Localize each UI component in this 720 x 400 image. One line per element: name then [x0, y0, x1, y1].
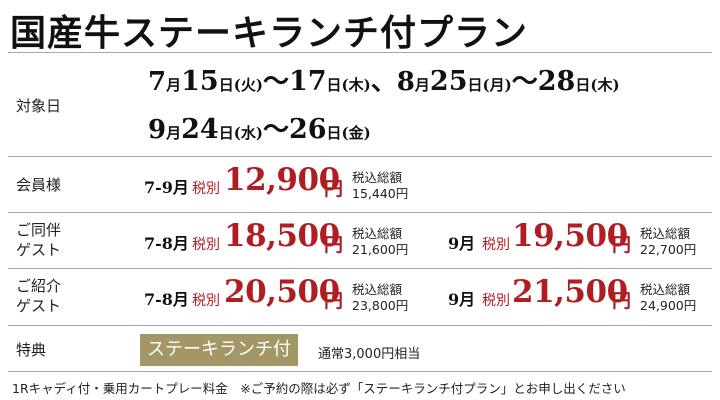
price-amount: 21,500: [512, 274, 628, 310]
price-referral-b: 9月 税別 21,500 円 税込総額 24,900円: [448, 272, 714, 320]
comma: 、: [370, 67, 397, 97]
row-label-dates: 対象日: [16, 97, 62, 115]
price-period: 9月: [448, 290, 476, 309]
date-month: 7: [148, 67, 167, 97]
day-char: 日: [326, 76, 342, 94]
divider: [8, 52, 712, 53]
dates-line-2: 9月24日(水)～26日(金): [148, 114, 371, 145]
tilde: ～: [262, 115, 289, 145]
price-referral-a: 7-8月 税別 20,500 円 税込総額 23,800円: [142, 272, 442, 320]
tax-included-amount: 15,440円: [352, 186, 409, 201]
weekday: 月: [489, 76, 505, 94]
divider: [8, 325, 712, 326]
pre-tax-label: 税別: [192, 181, 220, 197]
tilde: ～: [262, 67, 289, 97]
pre-tax-label: 税別: [482, 293, 510, 309]
special-note: 通常3,000円相当: [318, 347, 421, 362]
day-char: 日: [326, 124, 342, 142]
row-label-referral-2: ゲスト: [16, 297, 62, 315]
divider: [8, 268, 712, 269]
tax-included-amount: 23,800円: [352, 298, 409, 313]
date-month: 9: [148, 115, 167, 145]
yen-char: 円: [324, 290, 344, 312]
date-day: 24: [181, 114, 219, 145]
weekday: 火: [240, 76, 256, 94]
month-char: 月: [166, 76, 182, 94]
tax-included-label: 税込総額: [352, 226, 403, 241]
price-amount: 19,500: [512, 218, 628, 254]
tax-included-label: 税込総額: [640, 226, 691, 241]
pre-tax-label: 税別: [482, 237, 510, 253]
day-char: 日: [467, 76, 483, 94]
divider: [8, 156, 712, 157]
tax-included-amount: 22,700円: [640, 242, 697, 257]
price-period: 7-9月: [144, 178, 189, 197]
price-member: 7-9月 税別 12,900 円 税込総額 15,440円: [142, 160, 442, 208]
row-label-referral-1: ご紹介: [16, 277, 62, 295]
tax-included-label: 税込総額: [352, 282, 403, 297]
date-day: 26: [288, 114, 327, 145]
yen-char: 円: [612, 290, 632, 312]
weekday: 木: [597, 76, 613, 94]
month-char: 月: [166, 124, 182, 142]
month-char: 月: [414, 76, 430, 94]
price-companion-a: 7-8月 税別 18,500 円 税込総額 21,600円: [142, 216, 442, 264]
price-amount: 18,500: [224, 218, 340, 254]
tilde: ～: [511, 67, 538, 97]
day-char: 日: [218, 124, 234, 142]
date-day: 15: [181, 66, 219, 97]
price-amount: 12,900: [224, 162, 340, 198]
day-char: 日: [218, 76, 234, 94]
pre-tax-label: 税別: [192, 293, 220, 309]
yen-char: 円: [612, 234, 632, 256]
yen-char: 円: [324, 234, 344, 256]
weekday: 木: [348, 76, 364, 94]
tax-included-label: 税込総額: [352, 170, 403, 185]
tax-included-amount: 21,600円: [352, 242, 409, 257]
special-badge: ステーキランチ付: [140, 334, 298, 366]
date-month: 8: [396, 67, 415, 97]
tax-included-amount: 24,900円: [640, 298, 697, 313]
weekday: 水: [240, 124, 256, 142]
row-label-special: 特典: [16, 341, 47, 359]
page-title: 国産牛ステーキランチ付プラン: [10, 12, 529, 54]
price-amount: 20,500: [224, 274, 340, 310]
divider: [8, 212, 712, 213]
pre-tax-label: 税別: [192, 237, 220, 253]
row-label-member: 会員様: [16, 176, 62, 194]
yen-char: 円: [324, 178, 344, 200]
weekday: 金: [348, 124, 364, 142]
divider: [8, 371, 712, 372]
price-period: 9月: [448, 234, 476, 253]
price-period: 7-8月: [144, 290, 189, 309]
date-day: 25: [429, 66, 468, 97]
row-label-companion-1: ご同伴: [16, 221, 62, 239]
price-period: 7-8月: [144, 234, 189, 253]
date-day: 17: [288, 66, 327, 97]
tax-included-label: 税込総額: [640, 282, 691, 297]
dates-line-1: 7月15日(火)～17日(木)、8月25日(月)～28日(木): [148, 66, 620, 97]
day-char: 日: [575, 76, 591, 94]
price-companion-b: 9月 税別 19,500 円 税込総額 22,700円: [448, 216, 714, 264]
date-day: 28: [537, 66, 576, 97]
row-label-companion-2: ゲスト: [16, 241, 62, 259]
footer-note: 1Rキャディ付・乗用カートプレー料金 ※ご予約の際は必ず「ステーキランチ付プラン…: [12, 381, 626, 396]
